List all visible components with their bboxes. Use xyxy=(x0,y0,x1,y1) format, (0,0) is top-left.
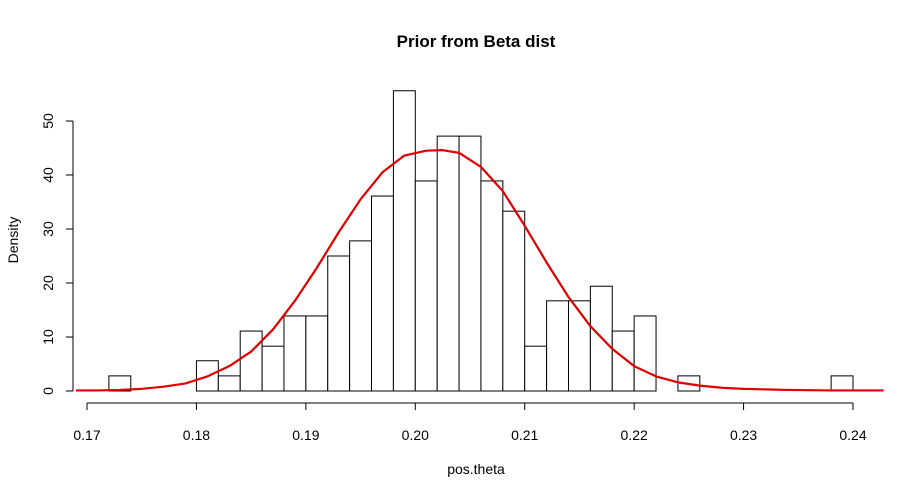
histogram-bar xyxy=(436,135,460,392)
histogram-bar xyxy=(305,315,329,392)
density-curve-layer xyxy=(76,149,884,392)
histogram-bar xyxy=(546,300,569,392)
histogram-bar xyxy=(524,345,548,392)
x-tick-label: 0.20 xyxy=(402,427,429,443)
y-tick-label: 50 xyxy=(40,113,56,129)
histogram-bar xyxy=(830,375,854,392)
x-axis-label: pos.theta xyxy=(447,461,505,477)
histogram-bar xyxy=(633,315,657,392)
histogram-bar xyxy=(217,375,241,392)
histogram-bar xyxy=(261,345,285,392)
y-axis-label: Density xyxy=(5,217,21,264)
x-axis: 0.17 0.18 0.19 0.20 0.21 0.22 0.23 0.24 xyxy=(73,402,867,443)
histogram-bar xyxy=(349,240,373,392)
histogram-bar xyxy=(567,300,591,392)
chart-title: Prior from Beta dist xyxy=(397,32,556,51)
histogram-bar xyxy=(502,210,526,392)
x-tick-label: 0.18 xyxy=(183,427,210,443)
x-tick-label: 0.23 xyxy=(730,427,757,443)
histogram-bar xyxy=(371,195,394,392)
histogram-bar xyxy=(392,90,416,392)
x-tick-label: 0.19 xyxy=(292,427,319,443)
histogram-bar xyxy=(480,180,504,392)
y-axis: 0 10 20 30 40 50 xyxy=(40,113,74,395)
y-tick-label: 30 xyxy=(40,221,56,237)
y-tick-label: 0 xyxy=(40,387,56,395)
x-tick-label: 0.21 xyxy=(511,427,538,443)
histogram-bar xyxy=(283,315,307,392)
x-tick-label: 0.24 xyxy=(839,427,866,443)
histogram-bar xyxy=(239,330,263,392)
y-tick-label: 40 xyxy=(40,167,56,183)
histogram-bar xyxy=(414,180,438,392)
y-tick-label: 20 xyxy=(40,275,56,291)
histogram-bar xyxy=(611,330,635,392)
x-tick-label: 0.17 xyxy=(73,427,100,443)
histogram-bar xyxy=(327,255,351,392)
histogram-bars xyxy=(108,90,854,392)
density-curve xyxy=(76,149,884,392)
histogram-bar xyxy=(458,135,482,392)
x-tick-label: 0.22 xyxy=(621,427,648,443)
y-tick-label: 10 xyxy=(40,329,56,345)
